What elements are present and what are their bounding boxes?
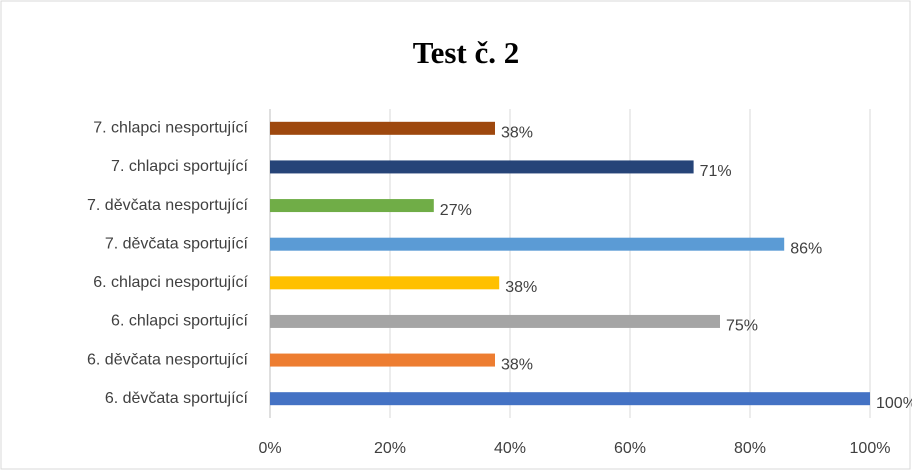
value-label: 38% xyxy=(505,279,537,296)
y-tick-label: 6. chlapci nesportující xyxy=(93,274,248,291)
bar xyxy=(270,276,500,290)
x-tick-label: 40% xyxy=(494,440,526,457)
y-tick-label: 6. děvčata sportující xyxy=(105,390,249,407)
y-tick-label: 7. chlapci nesportující xyxy=(93,120,248,137)
bar xyxy=(270,121,495,135)
x-tick-label: 0% xyxy=(258,440,281,457)
bar xyxy=(270,392,870,406)
bar xyxy=(270,160,694,174)
value-label: 38% xyxy=(501,125,533,142)
bar xyxy=(270,199,434,213)
y-tick-label: 7. chlapci sportující xyxy=(111,158,249,175)
value-label: 27% xyxy=(440,202,472,219)
value-label: 71% xyxy=(700,163,732,180)
bar xyxy=(270,353,495,367)
y-tick-label: 7. děvčata nesportující xyxy=(87,197,249,214)
value-label: 100% xyxy=(876,395,912,412)
value-label: 86% xyxy=(790,240,822,257)
chart-title: Test č. 2 xyxy=(413,35,520,70)
x-tick-label: 100% xyxy=(850,440,891,457)
y-tick-label: 6. děvčata nesportující xyxy=(87,351,249,368)
x-tick-label: 20% xyxy=(374,440,406,457)
value-label: 75% xyxy=(726,318,758,335)
y-tick-label: 6. chlapci sportující xyxy=(111,313,249,330)
y-tick-label: 7. děvčata sportující xyxy=(105,235,249,252)
value-label: 38% xyxy=(501,356,533,373)
x-tick-label: 60% xyxy=(614,440,646,457)
x-tick-label: 80% xyxy=(734,440,766,457)
bar xyxy=(270,237,785,251)
bar xyxy=(270,314,720,328)
